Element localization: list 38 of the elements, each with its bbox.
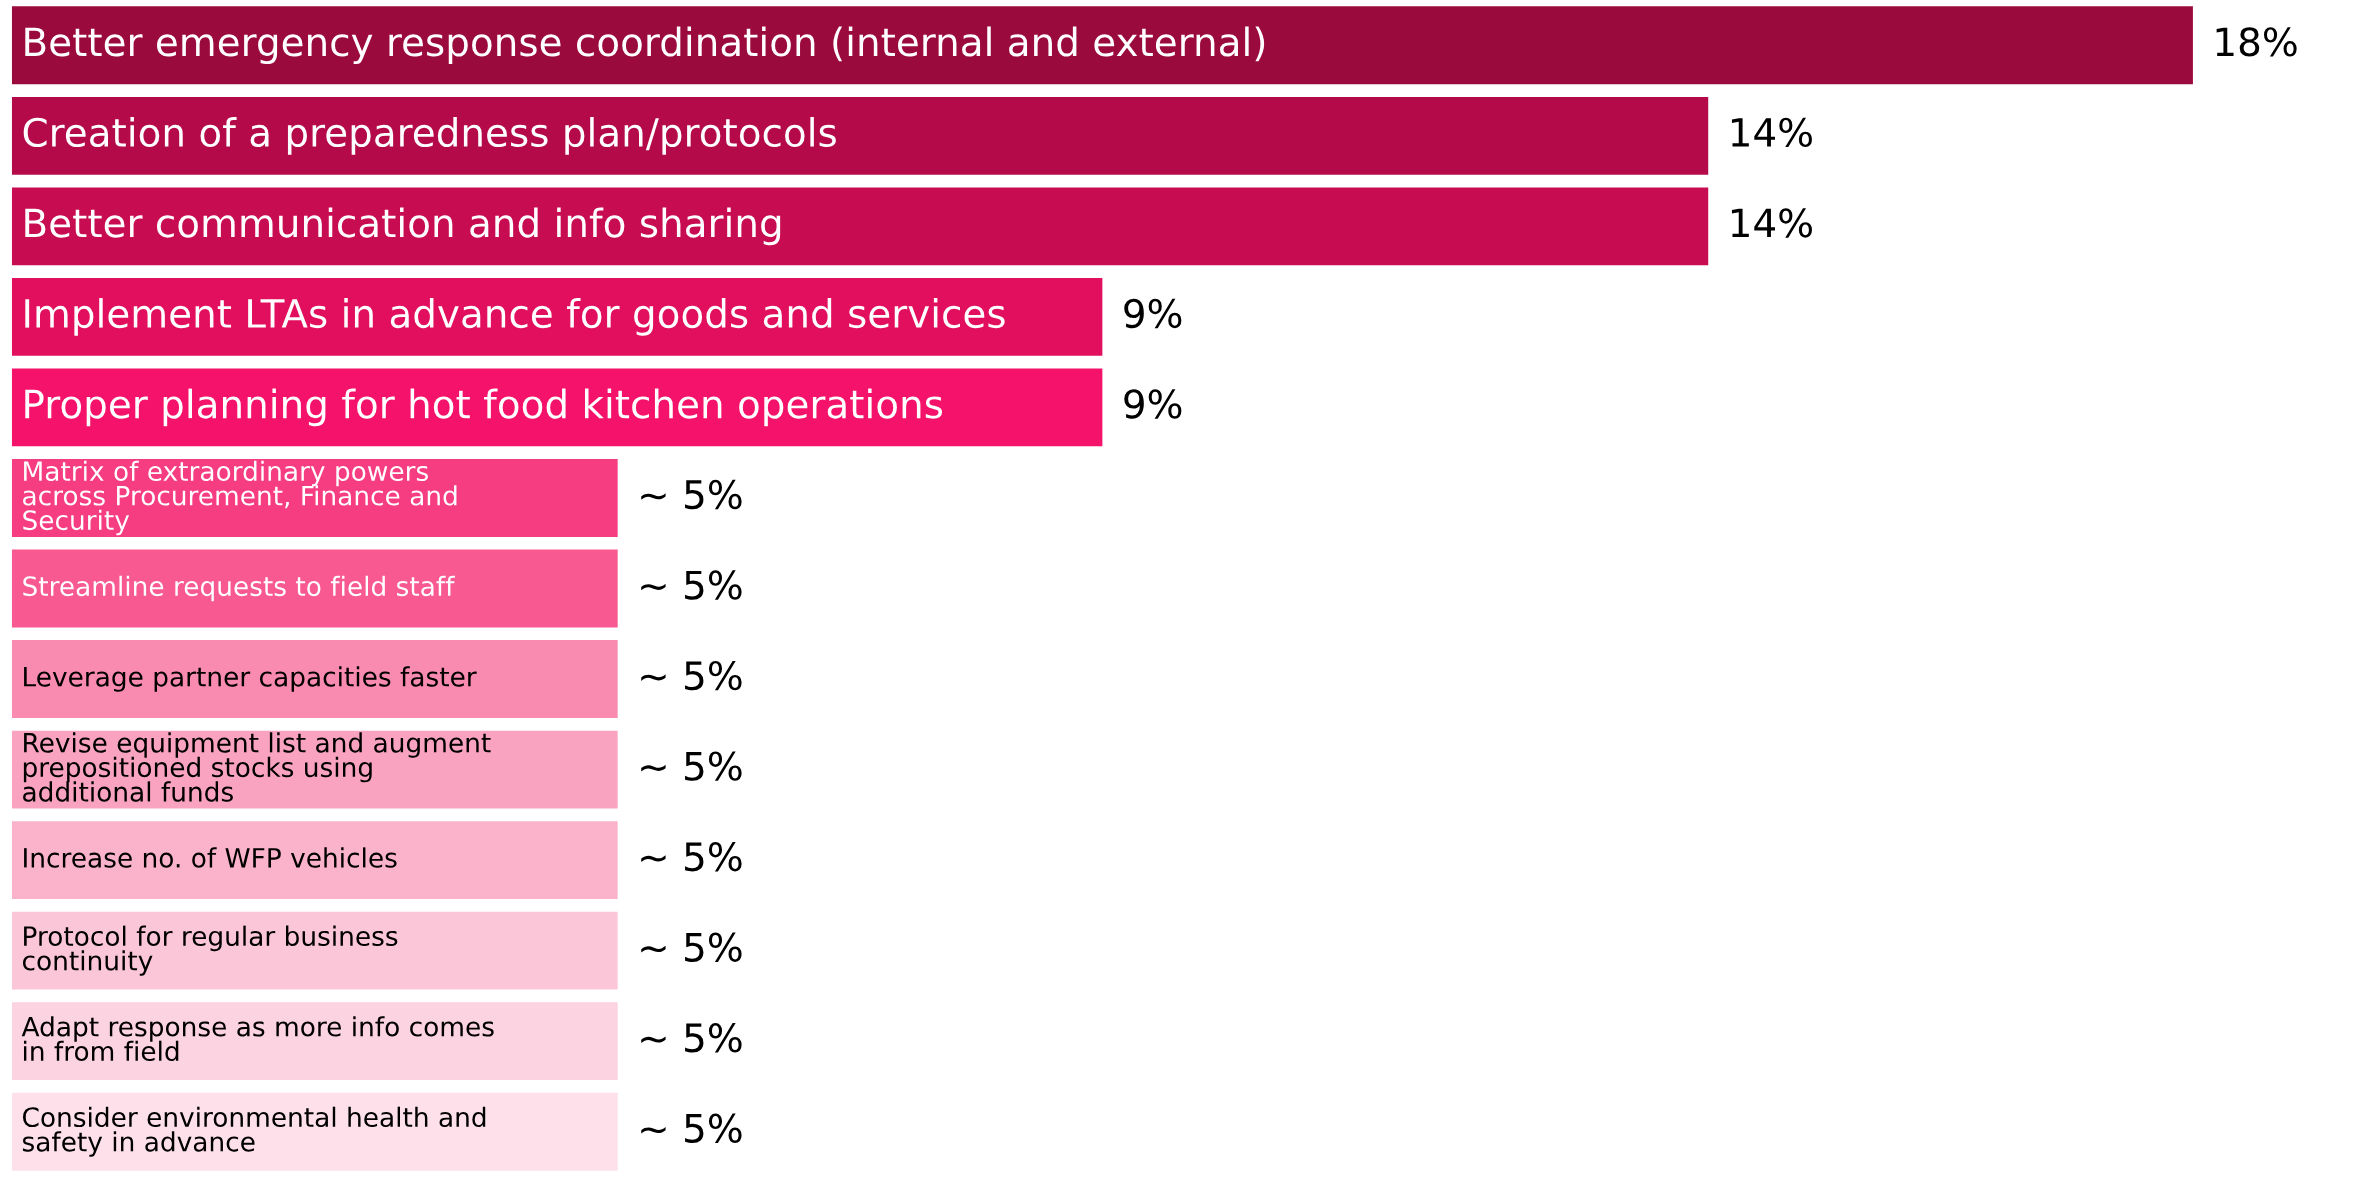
data-label: 9% — [1124, 389, 1182, 419]
y-tick-label: Better communication and info sharing — [25, 207, 781, 246]
data-label: 9% — [1124, 298, 1182, 329]
data-label: 14% — [1731, 208, 1812, 238]
y-tick-label: Better emergency response coordination (internal and external) — [25, 26, 1265, 65]
bar — [11, 368, 1103, 447]
y-tick-label: Revise equipment list and augment prepositioned stocks using additional funds — [23, 732, 491, 802]
bar — [11, 1092, 618, 1171]
data-label: ~ 5% — [641, 660, 742, 691]
y-tick-label: Implement LTAs in advance for goods and services — [25, 298, 1005, 336]
bar — [11, 911, 618, 990]
bar — [11, 459, 618, 537]
bar — [11, 96, 1709, 175]
bar — [11, 277, 1103, 356]
bar — [11, 640, 618, 718]
bar — [11, 187, 1709, 266]
bar — [11, 6, 2193, 85]
y-tick-label: Protocol for regular business continuity — [22, 925, 398, 976]
bar — [11, 1002, 618, 1081]
y-tick-label: Matrix of extraordinary powers across Procurement, Finance and Security — [23, 460, 457, 536]
y-tick-label: Adapt response as more info comes in from field — [21, 1016, 494, 1062]
data-label: ~ 5% — [641, 751, 742, 781]
data-label: ~ 5% — [641, 841, 742, 872]
data-label: 18% — [2216, 27, 2297, 57]
data-label: ~ 5% — [641, 1023, 742, 1053]
data-label: ~ 5% — [641, 1113, 742, 1144]
data-label: ~ 5% — [641, 479, 742, 510]
y-tick-label: Proper planning for hot food kitchen operations — [25, 388, 943, 427]
y-tick-label: Increase no. of WFP vehicles — [24, 847, 397, 868]
y-tick-label: Streamline requests to field staff — [23, 575, 455, 602]
bar — [11, 549, 618, 628]
data-label: ~ 5% — [641, 570, 742, 600]
y-tick-label: Creation of a preparedness plan/protocols — [23, 116, 836, 155]
y-tick-label: Consider environmental health and safety in advance — [22, 1106, 486, 1157]
y-tick-label: Leverage partner capacities faster — [24, 666, 477, 692]
bar — [11, 821, 618, 900]
data-label: 14% — [1731, 117, 1812, 148]
data-label: ~ 5% — [641, 932, 742, 962]
